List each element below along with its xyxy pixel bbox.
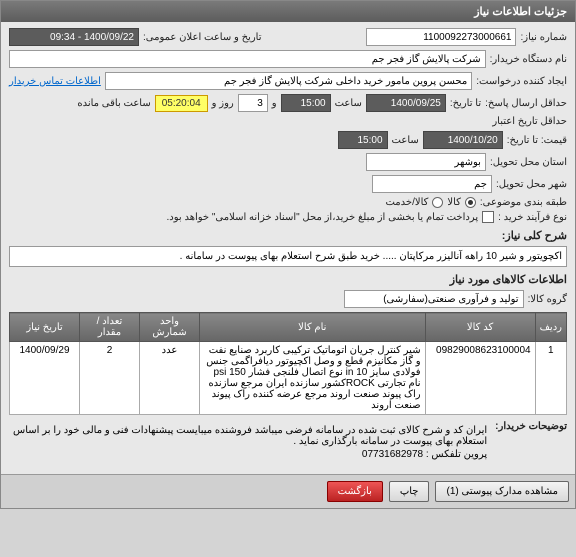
validity-label2: قیمت: تا تاریخ: (507, 135, 567, 146)
cell-date: 1400/09/29 (10, 342, 80, 415)
timer-label: ساعت باقی مانده (77, 98, 150, 109)
category-both: کالا/خدمت (385, 197, 428, 208)
contact-link[interactable]: اطلاعات تماس خریدار (9, 76, 101, 87)
buyer-phone: 07731682978 (362, 449, 423, 460)
city-value: جم (372, 175, 492, 193)
cell-code: 09829008623100004 (425, 342, 535, 415)
table-row: 1 09829008623100004 شیر کنترل جریان اتوم… (10, 342, 567, 415)
category-label: طبقه بندی موضوعی: (480, 197, 567, 208)
deadline-date: 1400/09/25 (366, 94, 446, 112)
items-table: ردیف کد کالا نام کالا واحد شمارش تعداد /… (9, 312, 567, 415)
col-name: نام کالا (200, 313, 426, 342)
cell-unit: عدد (140, 342, 200, 415)
requester-value: محسن پروین مامور خرید داخلی شرکت پالایش … (105, 72, 472, 90)
need-number-value: 1100092273000661 (366, 28, 516, 46)
validity-label: حداقل تاریخ اعتبار (492, 116, 567, 127)
attachments-button[interactable]: مشاهده مدارک پیوستی (1) (435, 481, 569, 502)
buyer-name-value: شرکت پالایش گاز فجر جم (9, 50, 486, 68)
cell-row: 1 (535, 342, 566, 415)
cell-qty: 2 (80, 342, 140, 415)
need-title-label: شرح کلی نیاز: (9, 229, 567, 242)
need-title-text: اکچویتور و شیر 10 راهه آنالیزر مرکاپتان … (9, 246, 567, 267)
category-radio-goods[interactable] (465, 197, 476, 208)
need-details-panel: جزئیات اطلاعات نیاز شماره نیاز: 11000922… (0, 0, 576, 509)
countdown-timer: 05:20:04 (155, 95, 208, 112)
buyer-note: ایران کد و شرح کالای ثبت شده در سامانه ف… (9, 421, 491, 464)
deadline-note-label: تا تاریخ: (450, 98, 481, 109)
deadline-label: حداقل ارسال پاسخ: (485, 98, 567, 109)
items-section-title: اطلاعات کالاهای مورد نیاز (9, 273, 567, 286)
panel-title: جزئیات اطلاعات نیاز (1, 1, 575, 22)
province-value: بوشهر (366, 153, 486, 171)
announce-date-value: 1400/09/22 - 09:34 (9, 28, 139, 46)
announce-date-label: تاریخ و ساعت اعلان عمومی: (143, 32, 262, 43)
buyer-note-label: توضیحات خریدار: (495, 421, 567, 432)
process-checkbox[interactable] (482, 211, 494, 223)
col-date: تاریخ نیاز (10, 313, 80, 342)
category-goods: کالا (447, 197, 461, 208)
back-button[interactable]: بازگشت (327, 481, 383, 502)
group-label: گروه کالا: (528, 294, 567, 305)
footer-buttons: مشاهده مدارک پیوستی (1) چاپ بازگشت (1, 474, 575, 508)
process-text: پرداخت تمام یا بخشی از مبلغ خرید،از محل … (167, 212, 479, 223)
cell-name: شیر کنترل جریان اتوماتیک ترکیبی کاربرد ص… (200, 342, 426, 415)
validity-time: 15:00 (338, 131, 388, 149)
at-label-1: ساعت (335, 98, 362, 109)
city-label: شهر محل تحویل: (496, 179, 567, 190)
buyer-phone-label: پروین تلفکس : (426, 449, 487, 460)
deadline-time: 15:00 (281, 94, 331, 112)
category-radio-both[interactable] (432, 197, 443, 208)
need-number-label: شماره نیاز: (520, 32, 567, 43)
and-label: و (272, 98, 277, 109)
buyer-note-text: ایران کد و شرح کالای ثبت شده در سامانه ف… (13, 425, 487, 447)
process-label: نوع فرآیند خرید : (498, 212, 567, 223)
col-row: ردیف (535, 313, 566, 342)
print-button[interactable]: چاپ (389, 481, 430, 502)
buyer-name-label: نام دستگاه خریدار: (490, 54, 567, 65)
col-qty: تعداد / مقدار (80, 313, 140, 342)
requester-label: ایجاد کننده درخواست: (476, 76, 567, 87)
group-value: تولید و فرآوری صنعتی(سفارشی) (344, 290, 524, 308)
table-header-row: ردیف کد کالا نام کالا واحد شمارش تعداد /… (10, 313, 567, 342)
at-label-2: ساعت (392, 135, 419, 146)
col-code: کد کالا (425, 313, 535, 342)
days-left-label: روز و (212, 98, 234, 109)
col-unit: واحد شمارش (140, 313, 200, 342)
days-left: 3 (238, 94, 268, 112)
validity-date: 1400/10/20 (423, 131, 503, 149)
province-label: استان محل تحویل: (490, 157, 567, 168)
